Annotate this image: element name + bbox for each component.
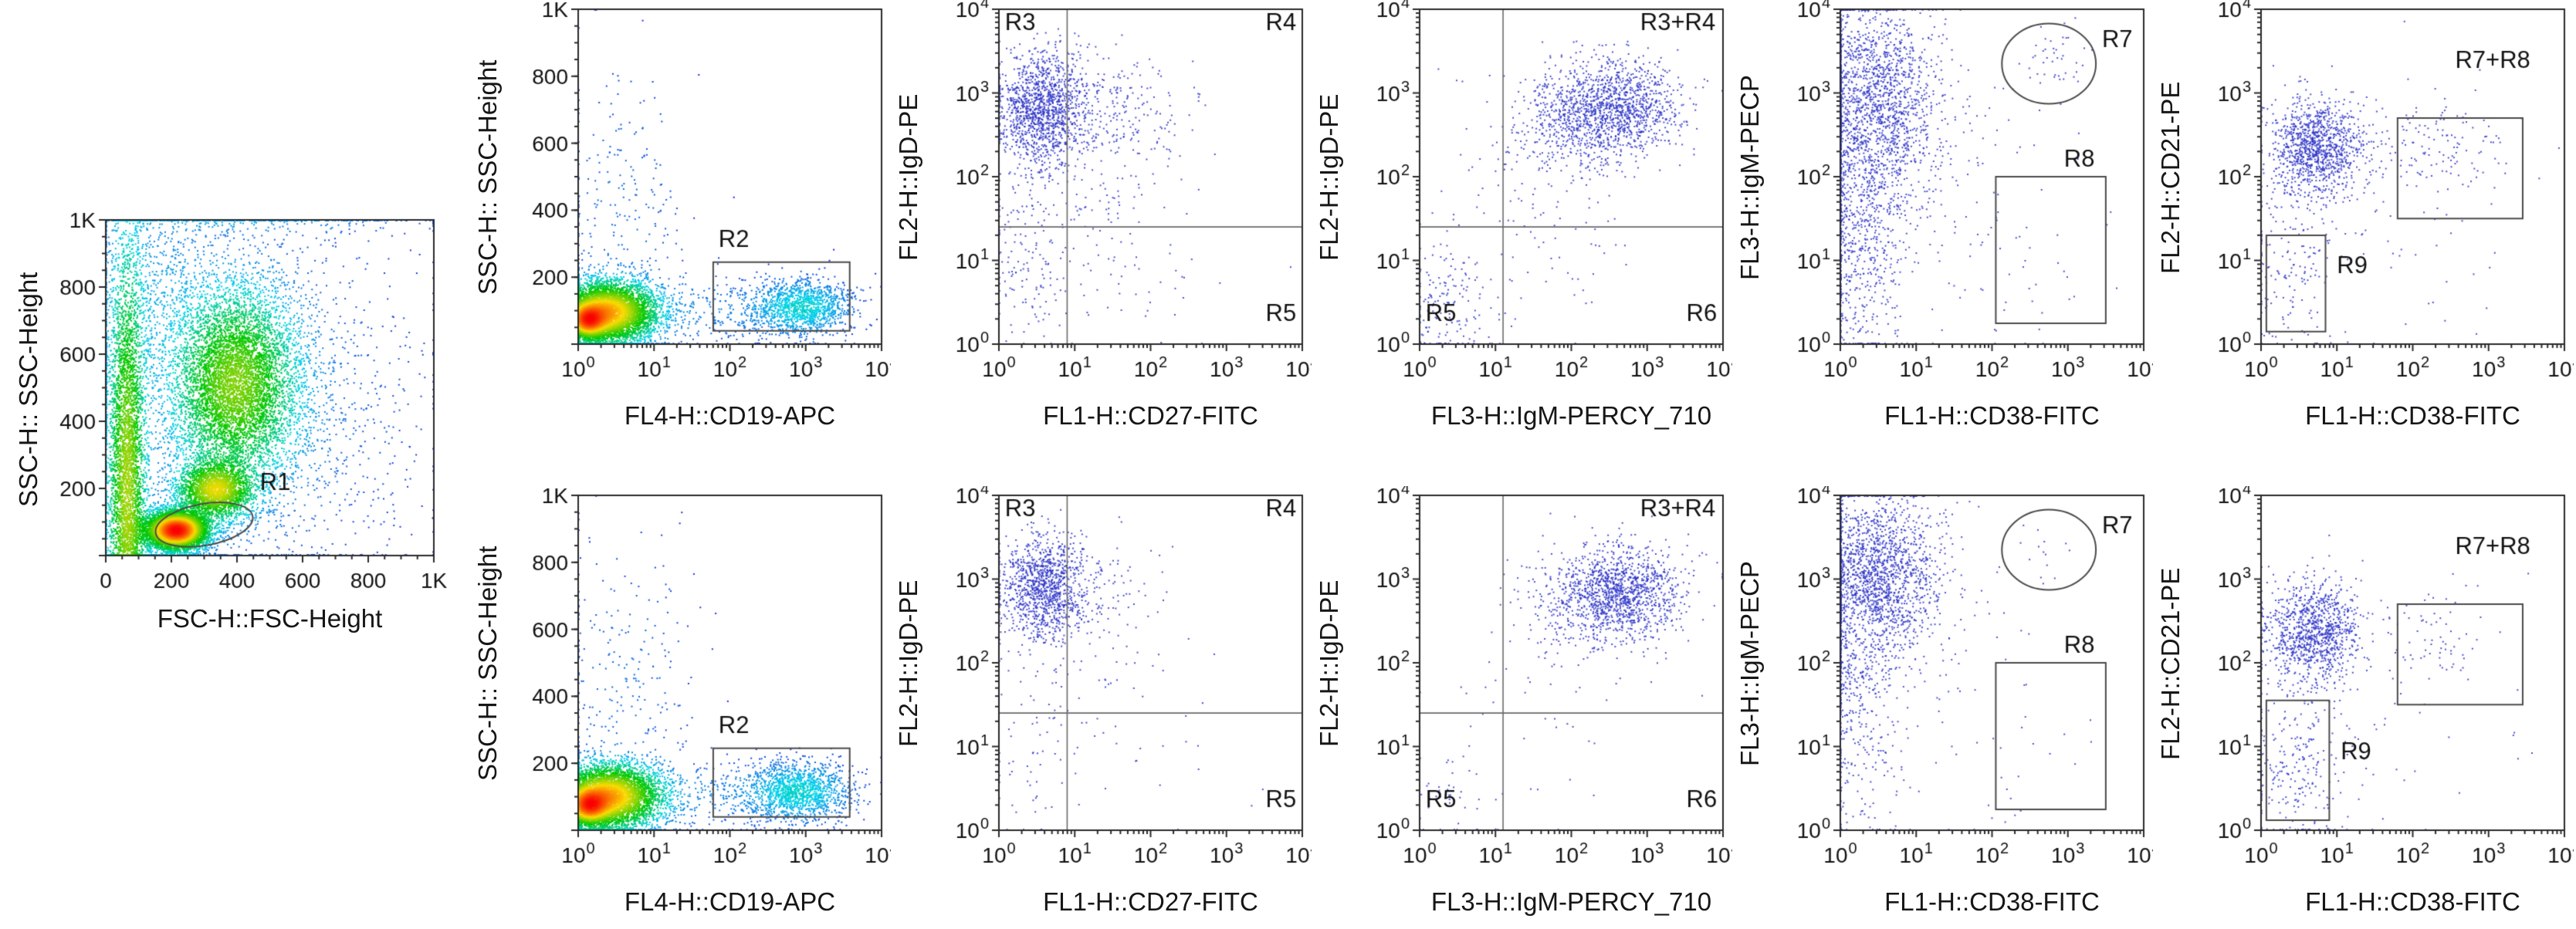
y-axis-label: FL2-H::IgD-PE (894, 93, 922, 262)
flow-plot-panel-cd19-row2: SSC-H:: SSC-Height FL4-H::CD19-APC (471, 486, 892, 929)
y-axis-label: FL2-H::CD21-PE (2156, 567, 2185, 760)
y-axis-label: FL3-H::IgM-PECP (1735, 561, 1764, 766)
y-axis-label: FL2-H::IgD-PE (894, 579, 922, 748)
x-axis-label: FL1-H::CD27-FITC (1043, 887, 1258, 916)
x-axis-label: FL1-H::CD38-FITC (2305, 401, 2520, 430)
flow-plot-panel-cd21-cd38-row2: FL2-H::CD21-PE FL1-H::CD38-FITC (2154, 486, 2574, 929)
flow-plot-panel-igd-igm-row1: FL2-H::IgD-PE FL3-H::IgM-PERCY_710 (1312, 0, 1733, 463)
y-axis-label: FL2-H::IgD-PE (1315, 93, 1343, 262)
x-axis-label: FL1-H::CD38-FITC (1884, 887, 2100, 916)
y-axis-label: SSC-H:: SSC-Height (14, 272, 42, 508)
y-axis-label: SSC-H:: SSC-Height (473, 59, 502, 296)
flow-plot-canvas (926, 486, 1312, 889)
x-axis-label: FL1-H::CD27-FITC (1043, 401, 1258, 430)
flow-plot-canvas (46, 177, 497, 598)
y-axis-label: FL3-H::IgM-PECP (1735, 75, 1764, 280)
flow-plot-canvas (1346, 486, 1732, 889)
flow-plot-canvas (1767, 0, 2153, 403)
x-axis-label: FL1-H::CD38-FITC (2305, 887, 2520, 916)
flow-plot-canvas (505, 486, 891, 889)
flow-plot-panel-igd-cd27-row2: FL2-H::IgD-PE FL1-H::CD27-FITC (892, 486, 1312, 929)
flow-plot-panel-cd19-row1: SSC-H:: SSC-Height FL4-H::CD19-APC (471, 0, 892, 463)
x-axis-label: FL3-H::IgM-PERCY_710 (1430, 401, 1712, 430)
flow-plot-canvas (505, 0, 891, 403)
flow-plot-panel-igm-cd38-row2: FL3-H::IgM-PECP FL1-H::CD38-FITC (1733, 486, 2154, 929)
flow-plot-canvas (1346, 0, 1732, 403)
flow-plot-panel-igd-cd27-row1: FL2-H::IgD-PE FL1-H::CD27-FITC (892, 0, 1312, 463)
y-axis-label: SSC-H:: SSC-Height (473, 546, 502, 782)
x-axis-label: FL4-H::CD19-APC (624, 401, 836, 430)
flow-plot-canvas (926, 0, 1312, 403)
flow-plot-panel-cd21-cd38-row1: FL2-H::CD21-PE FL1-H::CD38-FITC (2154, 0, 2574, 463)
y-axis-label: FL2-H::CD21-PE (2156, 81, 2185, 274)
flow-plot-panel-fsc-ssc: SSC-H:: SSC-Height FSC-H::FSC-Height (12, 177, 506, 656)
x-axis-label: FL4-H::CD19-APC (624, 887, 836, 916)
flow-plot-canvas (2188, 486, 2574, 889)
x-axis-label: FSC-H::FSC-Height (157, 604, 383, 633)
flow-plot-panel-igm-cd38-row1: FL3-H::IgM-PECP FL1-H::CD38-FITC (1733, 0, 2154, 463)
flow-plot-canvas (2188, 0, 2574, 403)
flow-plot-canvas (1767, 486, 2153, 889)
x-axis-label: FL1-H::CD38-FITC (1884, 401, 2100, 430)
flow-plot-panel-igd-igm-row2: FL2-H::IgD-PE FL3-H::IgM-PERCY_710 (1312, 486, 1733, 929)
x-axis-label: FL3-H::IgM-PERCY_710 (1430, 887, 1712, 916)
y-axis-label: FL2-H::IgD-PE (1315, 579, 1343, 748)
